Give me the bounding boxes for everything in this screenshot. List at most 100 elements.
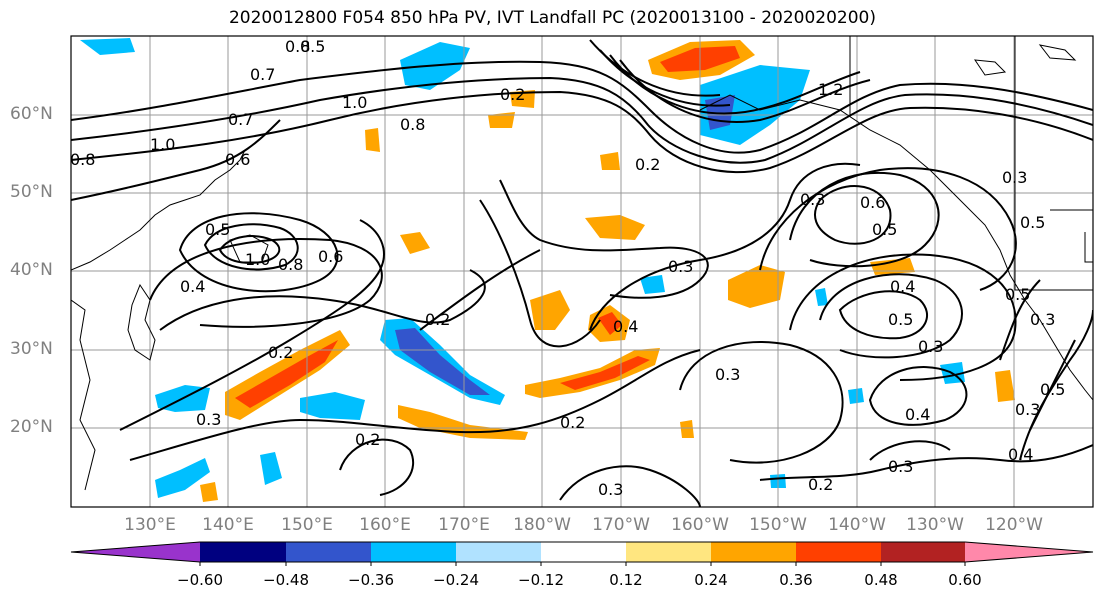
- contour-label: 0.6: [860, 193, 885, 212]
- contour-label: 1.0: [245, 250, 270, 269]
- contour-label: 0.6: [318, 247, 343, 266]
- pv-positive-region: [870, 258, 915, 275]
- pv-negative-region: [815, 288, 828, 306]
- colorbar-tick-label: −0.48: [263, 571, 309, 589]
- contour-label: 0.5: [1005, 285, 1030, 304]
- colorbar-tick-label: 0.48: [864, 571, 898, 589]
- lat-label: 50°N: [10, 182, 53, 202]
- contour-label: 0.4: [890, 277, 915, 296]
- contour-label: 0.3: [888, 457, 913, 476]
- contour-label: 0.5: [872, 220, 897, 239]
- contour-label: 0.2: [425, 310, 450, 329]
- contour-label: 0.8: [285, 37, 310, 56]
- pv-positive-region: [560, 356, 650, 390]
- lon-label: 140°W: [828, 515, 886, 535]
- colorbar-tick-label: 0.36: [779, 571, 813, 589]
- contour-label: 0.2: [355, 430, 380, 449]
- colorbar-tick-label: 0.12: [609, 571, 643, 589]
- lon-label: 170°E: [438, 515, 490, 535]
- pv-fill-areas: [80, 38, 1015, 502]
- lon-label: 170°W: [592, 515, 650, 535]
- pv-positive-region: [525, 348, 660, 398]
- contour-label: 1.0: [342, 93, 367, 112]
- colorbar-tick-label: −0.24: [433, 571, 479, 589]
- pv-positive-region: [400, 232, 430, 254]
- pv-negative-region: [300, 392, 365, 420]
- lon-label: 120°W: [985, 515, 1043, 535]
- contour-label: 0.3: [668, 257, 693, 276]
- pv-positive-region: [680, 420, 694, 438]
- contour-label: 0.2: [268, 343, 293, 362]
- colorbar-seg-6: [626, 542, 711, 562]
- lat-label: 20°N: [10, 417, 53, 437]
- contour-label: 0.3: [196, 410, 221, 429]
- lon-label: 160°E: [359, 515, 411, 535]
- pv-positive-region: [728, 265, 785, 308]
- contour-label: 0.5: [888, 310, 913, 329]
- contour-label: 0.3: [918, 337, 943, 356]
- contour-label: 0.4: [613, 317, 638, 336]
- lon-label: 150°W: [749, 515, 807, 535]
- colorbar-seg-10: [965, 542, 1093, 562]
- contour-label: 0.7: [228, 110, 253, 129]
- lat-label: 40°N: [10, 260, 53, 280]
- pv-positive-region: [398, 405, 528, 440]
- pv-positive-region: [530, 290, 570, 330]
- pv-negative-region: [80, 38, 135, 55]
- contour-label: 0.8: [400, 115, 425, 134]
- contour-labels: 0.8 0.7 1.0 0.7 1.0 0.6 0.5 0.8 1.0 0.8 …: [70, 37, 1065, 499]
- pv-negative-region: [640, 275, 665, 294]
- contour-label: 0.8: [278, 255, 303, 274]
- lon-label: 140°E: [202, 515, 254, 535]
- colorbar-seg-0: [71, 542, 200, 562]
- pv-positive-region: [488, 112, 515, 128]
- lat-label: 60°N: [10, 104, 53, 124]
- contour-label: 0.2: [635, 155, 660, 174]
- contour-label: 0.3: [800, 190, 825, 209]
- lon-label: 150°E: [281, 515, 333, 535]
- colorbar-seg-4: [456, 542, 541, 562]
- contour-label: 1.2: [818, 80, 843, 99]
- colorbar-tick-label: −0.36: [348, 571, 394, 589]
- contour-label: 0.7: [250, 65, 275, 84]
- colorbar-tick-label: −0.12: [518, 571, 564, 589]
- contour-label: 0.2: [500, 85, 525, 104]
- colorbar-seg-3: [371, 542, 456, 562]
- colorbar-tick-label: 0.24: [694, 571, 728, 589]
- ivt-contours: [71, 39, 1093, 507]
- pv-positive-region: [235, 340, 338, 408]
- contour-label: 0.4: [180, 277, 205, 296]
- pv-positive-region: [200, 482, 218, 502]
- contour-label: 0.3: [1002, 168, 1027, 187]
- pv-positive-region: [510, 90, 535, 108]
- contour-label: 0.3: [1030, 310, 1055, 329]
- pv-negative-region: [848, 388, 864, 404]
- lon-label: 130°W: [906, 515, 964, 535]
- pv-positive-region: [995, 370, 1015, 402]
- contour-label: 0.8: [70, 150, 95, 169]
- contour-label: 0.2: [560, 413, 585, 432]
- colorbar-seg-1: [200, 542, 286, 562]
- contour-label: 0.4: [1008, 445, 1033, 464]
- contour-label: 0.5: [300, 37, 325, 56]
- contour-label: 1.0: [150, 135, 175, 154]
- lon-label: 130°E: [124, 515, 176, 535]
- colorbar: [70, 541, 1094, 566]
- contour-label: 0.3: [598, 480, 623, 499]
- colorbar-seg-2: [286, 542, 371, 562]
- colorbar-tick-label: −0.60: [177, 571, 223, 589]
- contour-label: 0.5: [1040, 380, 1065, 399]
- graticule: [71, 36, 1093, 507]
- colorbar-seg-9: [881, 542, 965, 562]
- lon-label: 180°W: [513, 515, 571, 535]
- lon-label: 160°W: [671, 515, 729, 535]
- pv-negative-region: [260, 452, 282, 485]
- contour-label: 0.2: [808, 475, 833, 494]
- colorbar-seg-5: [541, 542, 626, 562]
- map-title: 2020012800 F054 850 hPa PV, IVT Landfall…: [228, 8, 876, 28]
- map-frame: [70, 35, 1094, 508]
- lat-label: 30°N: [10, 339, 53, 359]
- pv-negative-region: [155, 458, 210, 498]
- colorbar-tick-label: 0.60: [948, 571, 982, 589]
